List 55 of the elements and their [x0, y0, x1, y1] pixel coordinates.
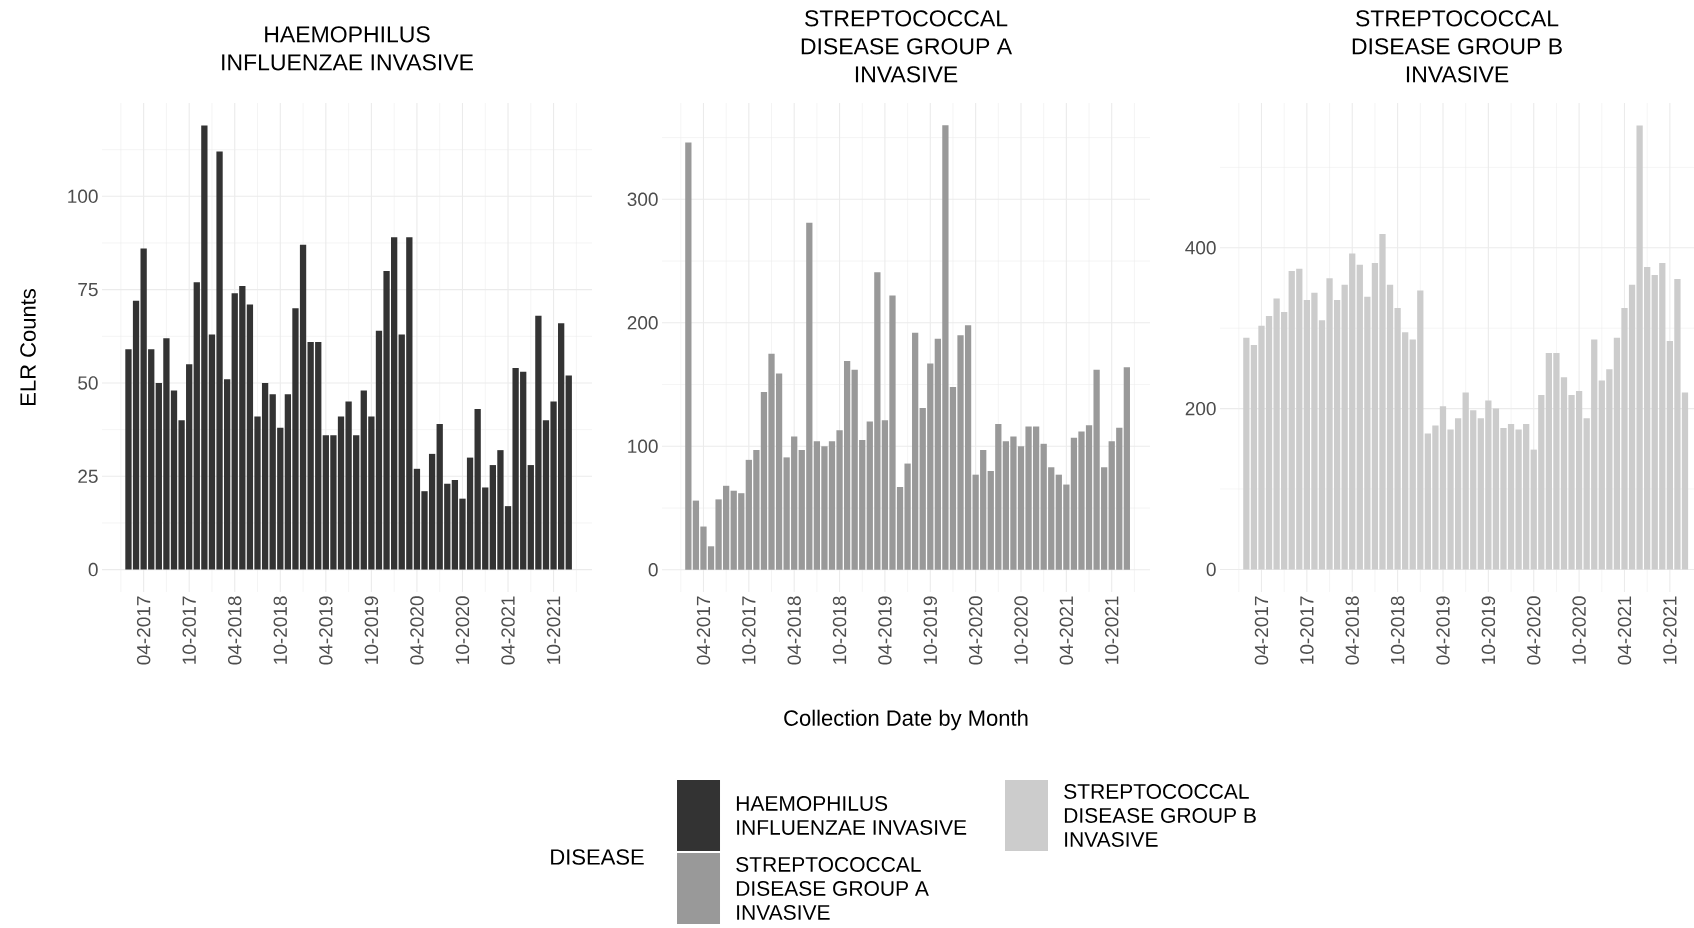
y-tick-label: 0	[88, 562, 98, 577]
y-tick-label: 75	[78, 283, 98, 297]
x-tick-label: 04-2021	[1617, 596, 1632, 665]
bar	[685, 142, 692, 570]
x-tick-label: 04-2019	[319, 596, 333, 665]
y-axis-title: ELR Counts	[20, 289, 36, 405]
bar	[1123, 367, 1130, 570]
bar	[565, 375, 572, 570]
x-tick-label: 10-2020	[1572, 596, 1586, 664]
x-tick-label: 10-2019	[364, 596, 379, 664]
y-tick-label: 300	[627, 192, 658, 207]
y-tick-label: 0	[648, 563, 658, 577]
x-tick-label: 04-2018	[228, 596, 242, 665]
x-tick-label: 04-2020	[410, 596, 424, 665]
x-tick-label: 10-2018	[832, 596, 847, 664]
chart-title: STREPTOCOCCAL DISEASE GROUP B INVASIVE	[1352, 10, 1562, 83]
x-tick-label: 10-2017	[1300, 596, 1314, 664]
x-tick-label: 10-2019	[1481, 596, 1496, 664]
text: STREPTOCOCCAL DISEASE GROUP B INVASIVE	[1064, 784, 1256, 847]
chart-title: STREPTOCOCCAL DISEASE GROUP A INVASIVE	[801, 10, 1013, 83]
x-tick-label: 10-2017	[182, 596, 196, 664]
x-tick-label: 04-2017	[696, 596, 711, 665]
x-tick-label: 04-2018	[1345, 596, 1359, 665]
y-tick-label: 25	[78, 469, 98, 483]
y-tick-label: 50	[78, 376, 98, 390]
x-tick-label: 10-2020	[455, 596, 470, 664]
x-tick-label: 10-2017	[742, 596, 756, 664]
y-tick-label: 100	[68, 189, 98, 204]
x-tick-label: 10-2018	[1390, 596, 1405, 664]
x-tick-label: 04-2020	[1527, 596, 1541, 665]
x-tick-label: 04-2021	[1059, 596, 1074, 665]
text: STREPTOCOCCAL DISEASE GROUP A INVASIVE	[736, 857, 929, 920]
bar	[1243, 337, 1250, 570]
y-tick-label: 200	[1185, 401, 1216, 416]
x-tick-label: 10-2018	[273, 596, 288, 664]
y-tick-label: 100	[628, 439, 658, 453]
x-tick-label: 04-2017	[136, 596, 151, 665]
legend-title: DISEASE	[551, 849, 644, 865]
x-tick-label: 10-2021	[1105, 596, 1119, 664]
x-tick-label: 10-2020	[1014, 596, 1028, 664]
text: HAEMOPHILUS INFLUENZAE INVASIVE	[736, 796, 967, 835]
chart-title: HAEMOPHILUS INFLUENZAE INVASIVE	[222, 26, 473, 71]
x-tick-label: 10-2019	[923, 596, 938, 664]
y-tick-label: 0	[1206, 562, 1216, 577]
x-tick-label: 10-2021	[1663, 596, 1677, 664]
y-tick-label: 200	[627, 316, 658, 330]
x-tick-label: 04-2021	[501, 596, 515, 665]
y-tick-label: 400	[1185, 241, 1216, 255]
x-tick-label: 10-2021	[546, 596, 561, 664]
x-tick-label: 04-2020	[968, 596, 983, 665]
x-tick-label: 04-2017	[1254, 596, 1269, 665]
x-axis-title: Collection Date by Month	[784, 709, 1028, 731]
x-tick-label: 04-2019	[878, 596, 892, 665]
x-tick-label: 04-2018	[787, 596, 801, 665]
x-tick-label: 04-2019	[1436, 596, 1450, 665]
